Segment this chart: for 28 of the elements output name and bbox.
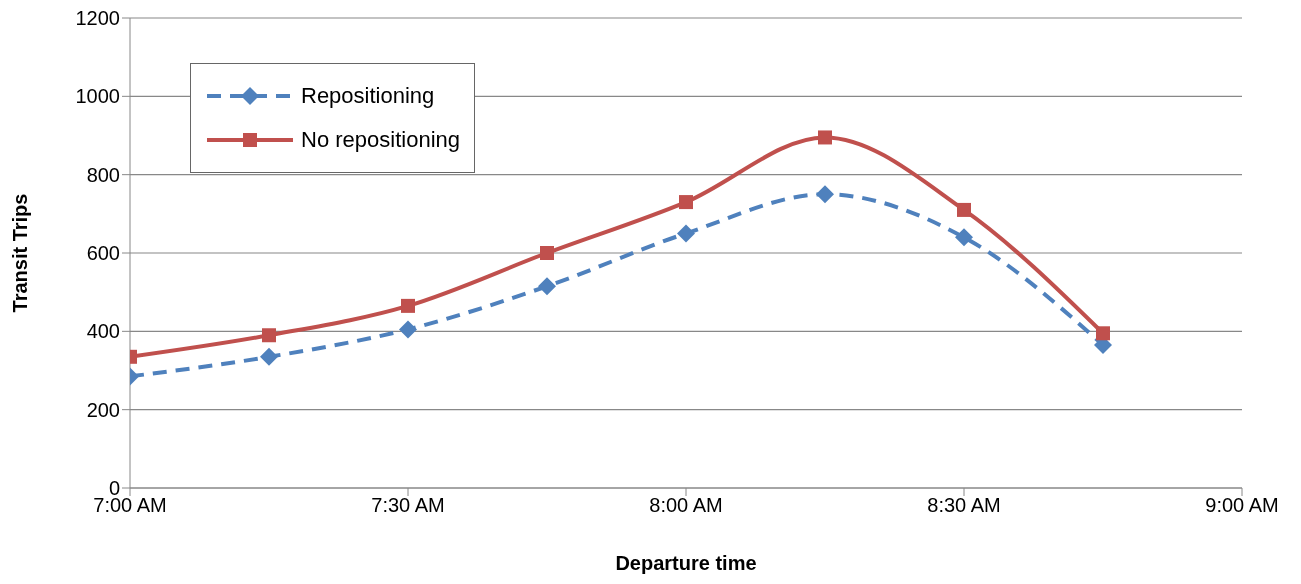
x-tick-label: 7:00 AM — [93, 494, 167, 517]
point — [399, 320, 417, 339]
legend-label: No repositioning — [301, 127, 460, 153]
y-tick-label: 1200 — [75, 7, 120, 30]
y-tick-label: 600 — [86, 242, 120, 265]
y-tick-label: 800 — [86, 163, 120, 186]
y-tick-label: 400 — [86, 320, 120, 343]
point — [262, 328, 276, 343]
y-axis-title: Transit Trips — [9, 193, 32, 313]
point — [1096, 326, 1110, 341]
y-tick-label: 1000 — [75, 85, 120, 108]
point — [818, 130, 832, 145]
x-tick-label: 8:00 AM — [649, 494, 723, 517]
legend-label: Repositioning — [301, 83, 435, 109]
point — [957, 202, 971, 217]
point — [955, 228, 973, 247]
point — [260, 347, 278, 366]
x-tick-label: 9:00 AM — [1205, 494, 1279, 517]
x-axis-title: Departure time — [615, 552, 757, 575]
x-tick-label: 7:30 AM — [371, 494, 445, 517]
point — [816, 185, 834, 204]
point — [540, 246, 554, 260]
point — [677, 224, 695, 243]
point — [401, 298, 415, 313]
y-tick-label: 200 — [86, 398, 120, 421]
point — [679, 195, 693, 210]
point — [538, 277, 556, 296]
x-tick-label: 8:30 AM — [927, 494, 1001, 517]
